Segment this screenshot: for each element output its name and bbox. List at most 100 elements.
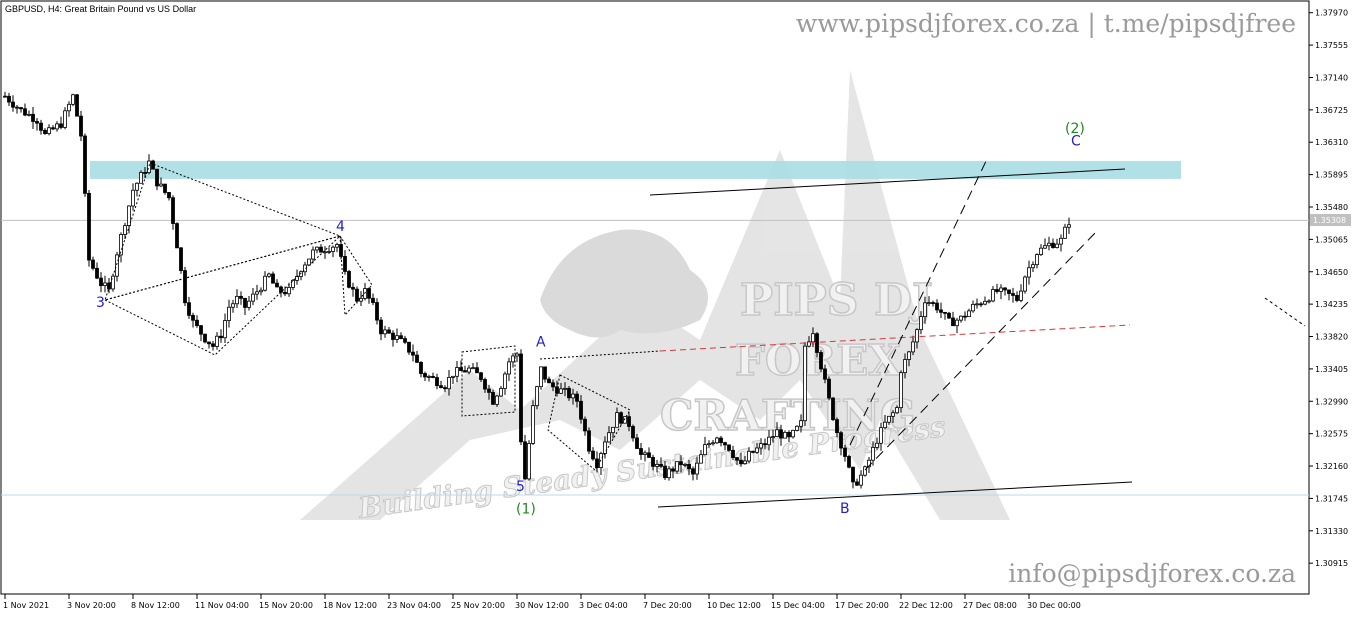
candle bbox=[411, 344, 415, 362]
candle bbox=[531, 400, 535, 446]
candle bbox=[1047, 236, 1051, 251]
candle bbox=[675, 461, 679, 474]
candle bbox=[119, 232, 123, 263]
candle bbox=[799, 414, 803, 433]
candle bbox=[483, 377, 487, 393]
candle bbox=[31, 107, 35, 130]
wave-triangle-4 bbox=[547, 374, 631, 471]
candle bbox=[259, 287, 263, 296]
y-tick-label: 1.36725 bbox=[1315, 106, 1348, 115]
candle bbox=[1007, 289, 1011, 301]
candle bbox=[463, 365, 467, 373]
price-axis[interactable]: 1.37970 1.37555 1.37140 1.36725 1.36310 1.358… bbox=[1309, 9, 1348, 568]
x-tick-label: 15 Dec 04:00 bbox=[771, 601, 825, 610]
candle bbox=[683, 462, 687, 468]
candle bbox=[823, 364, 827, 384]
candle bbox=[179, 247, 183, 274]
candle bbox=[487, 384, 491, 400]
candle bbox=[415, 350, 419, 363]
candle bbox=[779, 424, 783, 446]
candle bbox=[983, 296, 987, 306]
candle bbox=[719, 435, 723, 447]
candle bbox=[215, 332, 219, 350]
channel-dash-1 bbox=[849, 156, 989, 446]
candle bbox=[107, 277, 111, 294]
logo-line1: PIPS DJ bbox=[740, 275, 933, 326]
ab-dotted-line bbox=[539, 350, 661, 360]
candle bbox=[199, 325, 203, 342]
wave-label: 5 bbox=[516, 479, 525, 495]
candle bbox=[579, 395, 583, 424]
candle bbox=[419, 361, 423, 378]
logo-bull-icon bbox=[540, 229, 708, 338]
candle bbox=[803, 341, 807, 426]
candle bbox=[1039, 244, 1043, 257]
candle bbox=[315, 246, 319, 254]
candle bbox=[23, 103, 27, 117]
candle bbox=[951, 311, 955, 327]
candle bbox=[711, 439, 715, 446]
candle bbox=[663, 461, 667, 480]
candle bbox=[727, 444, 731, 452]
candle bbox=[827, 376, 831, 401]
candle bbox=[63, 107, 67, 130]
candle bbox=[1059, 234, 1063, 252]
y-tick-label: 1.37970 bbox=[1315, 9, 1348, 18]
candle bbox=[687, 460, 691, 476]
wave-label: B bbox=[840, 501, 850, 517]
candle bbox=[795, 425, 799, 432]
candle bbox=[367, 287, 371, 304]
candle bbox=[895, 405, 899, 414]
candle bbox=[239, 291, 243, 305]
x-tick-label: 17 Dec 20:00 bbox=[835, 601, 889, 610]
x-tick-label: 30 Nov 12:00 bbox=[515, 601, 569, 610]
candle bbox=[927, 296, 931, 307]
x-tick-label: 10 Dec 12:00 bbox=[707, 601, 761, 610]
wave-labels: 3 4 5 (1) A B (2)C bbox=[96, 121, 1085, 518]
y-tick-label: 1.31330 bbox=[1315, 527, 1348, 536]
candle bbox=[691, 466, 695, 481]
candle bbox=[471, 363, 475, 370]
candle bbox=[587, 427, 591, 455]
candle bbox=[83, 133, 87, 197]
trendlines bbox=[103, 156, 1306, 508]
candle bbox=[227, 299, 231, 328]
candle bbox=[527, 440, 531, 481]
x-tick-label: 25 Nov 20:00 bbox=[451, 601, 505, 610]
candle bbox=[235, 289, 239, 309]
y-tick-label: 1.31745 bbox=[1315, 494, 1348, 503]
candle bbox=[495, 394, 499, 407]
candle bbox=[583, 416, 587, 436]
candle bbox=[931, 300, 935, 307]
wave-label: 4 bbox=[336, 219, 345, 235]
wave-label: C bbox=[1071, 133, 1081, 149]
candle bbox=[999, 284, 1003, 300]
candle bbox=[647, 447, 651, 458]
candle bbox=[915, 328, 919, 349]
candle bbox=[551, 379, 555, 392]
current-price-label: 1.35308 bbox=[1313, 216, 1346, 225]
y-tick-label: 1.34650 bbox=[1315, 268, 1348, 277]
candle bbox=[739, 452, 743, 467]
x-tick-label: 3 Dec 04:00 bbox=[579, 601, 628, 610]
candle bbox=[147, 154, 151, 175]
candle bbox=[667, 466, 671, 481]
candle bbox=[1035, 253, 1039, 269]
candle bbox=[395, 328, 399, 343]
candle bbox=[655, 459, 659, 473]
candle bbox=[631, 424, 635, 442]
watermark-bottom: info@pipsdjforex.co.za bbox=[1008, 559, 1296, 588]
wave-triangle-3 bbox=[339, 234, 373, 317]
candle bbox=[851, 466, 855, 489]
x-tick-label: 27 Dec 08:00 bbox=[963, 601, 1017, 610]
candle bbox=[155, 168, 159, 191]
y-tick-label: 1.37140 bbox=[1315, 73, 1348, 82]
time-axis[interactable]: 1 Nov 2021 3 Nov 20:00 8 Nov 12:00 11 Nov 0… bbox=[3, 594, 1081, 610]
x-tick-label: 18 Nov 12:00 bbox=[323, 601, 377, 610]
candle bbox=[311, 246, 315, 264]
current-price-box bbox=[1310, 214, 1351, 226]
candle bbox=[219, 329, 223, 343]
candle bbox=[175, 222, 179, 249]
candle bbox=[887, 415, 891, 425]
